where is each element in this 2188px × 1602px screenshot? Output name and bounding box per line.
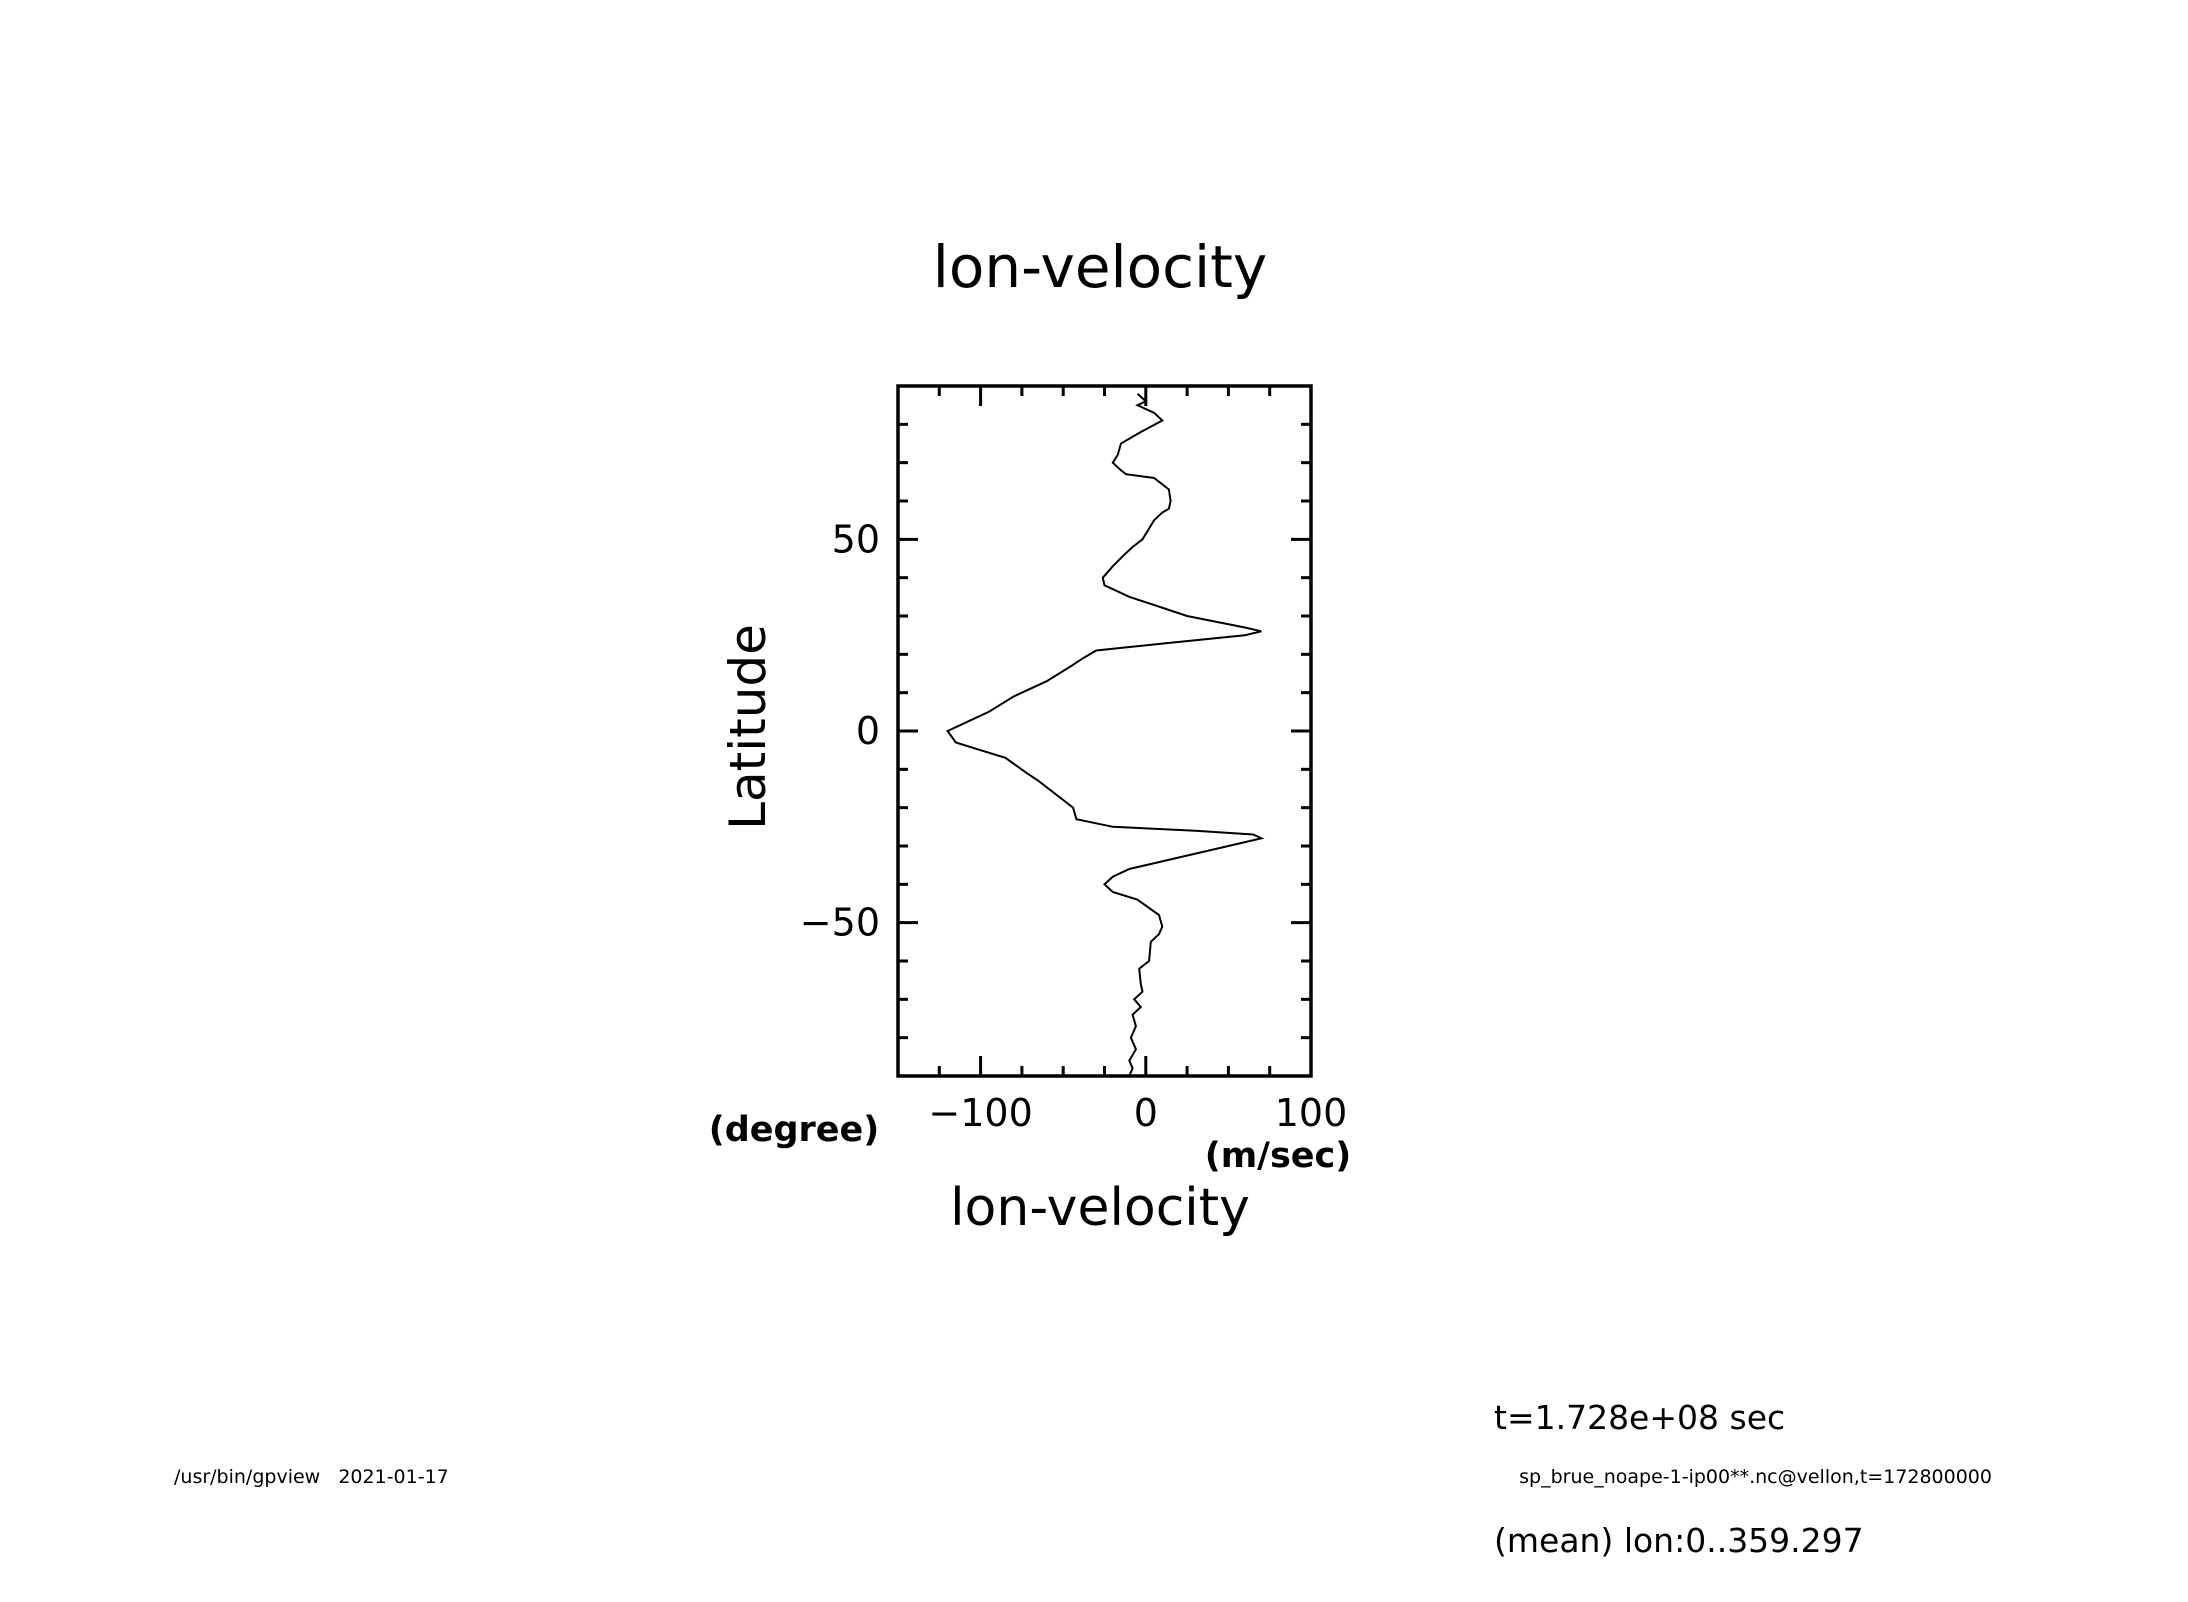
plot-frame: [896, 384, 1313, 1078]
x-tick-label: 100: [1275, 1091, 1348, 1135]
footer-left: /usr/bin/gpview 2021-01-17: [174, 1466, 449, 1488]
y-tick-label: −50: [800, 901, 880, 945]
footer-program: /usr/bin/gpview: [174, 1466, 321, 1488]
y-tick-labels: −50 0 50: [800, 517, 880, 944]
series-line: [946, 392, 1265, 1077]
y-axis-unit: (degree): [709, 1110, 880, 1150]
x-tick-labels: −100 0 100: [928, 1091, 1347, 1135]
axis-ticks: [896, 384, 1313, 1078]
y-tick-label: 50: [832, 517, 880, 561]
footer-date: 2021-01-17: [338, 1466, 449, 1488]
time-info: t=1.728e+08 sec: [1494, 1398, 1786, 1437]
x-tick-label: 0: [1134, 1091, 1158, 1135]
chart-title: lon-velocity: [933, 233, 1267, 301]
footer-source: sp_brue_noape-1-ip00**.nc@vellon,t=17280…: [1519, 1466, 1992, 1488]
plot-area: [896, 384, 1313, 1078]
y-tick-label: 0: [856, 709, 880, 753]
info-panel: t=1.728e+08 sec (mean) lon:0..359.297: [1494, 1315, 1864, 1602]
mean-info: (mean) lon:0..359.297: [1494, 1521, 1864, 1560]
x-tick-label: −100: [928, 1091, 1032, 1135]
x-axis-unit: (m/sec): [1205, 1136, 1352, 1176]
x-axis-label: lon-velocity: [950, 1178, 1250, 1238]
line-chart: lon-velocity −100 0 100 −50 0 50 (m/sec) lon…: [709, 233, 1352, 1238]
y-axis-label: Latitude: [719, 624, 777, 830]
